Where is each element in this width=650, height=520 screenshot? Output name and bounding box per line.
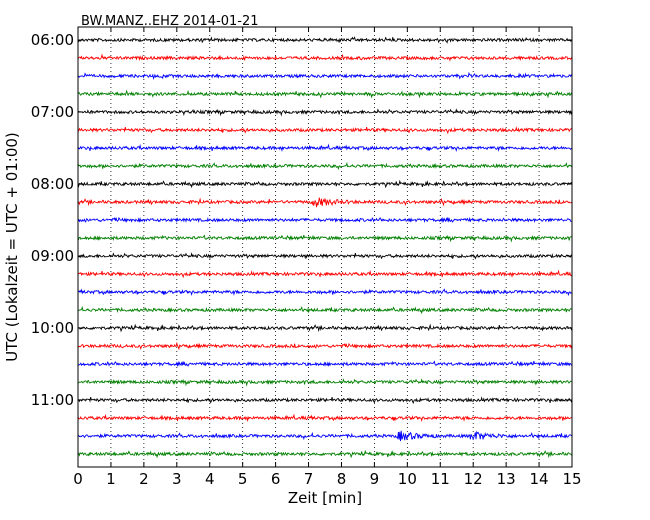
trace-0600 (77, 36, 573, 44)
trace-0800 (77, 179, 573, 189)
seismogram-traces (77, 36, 573, 459)
y-tick-label: 06:00 (31, 31, 74, 49)
x-tick-label: 6 (271, 470, 281, 488)
trace-0845 (77, 234, 573, 243)
x-tick-label: 1 (106, 470, 116, 488)
x-axis: 0 1 2 3 4 5 6 7 8 9 10 11 12 13 14 15 (73, 27, 582, 488)
trace-1000 (77, 323, 573, 333)
trace-1015 (77, 341, 573, 351)
trace-0700 (77, 108, 573, 117)
trace-0730 (77, 143, 573, 153)
x-tick-label: 11 (431, 470, 450, 488)
y-axis-title: UTC (Lokalzeit = UTC + 01:00) (3, 132, 21, 362)
trace-0830 (77, 216, 573, 224)
trace-0900 (77, 252, 573, 260)
x-tick-label: 13 (497, 470, 516, 488)
y-tick-label: 07:00 (31, 103, 74, 121)
x-tick-label: 9 (370, 470, 380, 488)
chart-title: BW.MANZ..EHZ 2014-01-21 (81, 14, 259, 29)
trace-1145 (77, 449, 573, 459)
trace-1030 (77, 360, 573, 368)
trace-0945 (77, 305, 573, 315)
y-tick-label: 09:00 (31, 247, 74, 265)
x-tick-label: 5 (238, 470, 248, 488)
x-axis-title: Zeit [min] (288, 489, 362, 507)
trace-0645 (77, 89, 573, 99)
x-tick-label: 2 (139, 470, 149, 488)
trace-0745 (77, 161, 573, 171)
x-tick-label: 7 (304, 470, 314, 488)
trace-0930 (77, 288, 573, 297)
grid-lines (110, 27, 540, 467)
x-tick-label: 8 (337, 470, 347, 488)
trace-1045 (77, 378, 573, 387)
trace-0630 (77, 71, 573, 81)
trace-0915 (77, 269, 573, 279)
x-tick-label: 15 (562, 470, 581, 488)
trace-0815 (77, 197, 573, 208)
x-tick-label: 3 (172, 470, 182, 488)
x-tick-label: 4 (205, 470, 215, 488)
trace-1115 (77, 413, 573, 423)
y-tick-label: 10:00 (31, 319, 74, 337)
trace-1100 (77, 396, 573, 405)
y-tick-label: 08:00 (31, 175, 74, 193)
plot-frame (77, 26, 573, 468)
x-tick-label: 0 (73, 470, 83, 488)
trace-0715 (77, 126, 573, 135)
y-tick-label: 11:00 (31, 391, 74, 409)
trace-1130 (77, 430, 573, 442)
x-tick-label: 14 (530, 470, 549, 488)
trace-0615 (77, 53, 573, 62)
y-axis: 06:00 07:00 08:00 09:00 10:00 11:00 (31, 31, 572, 409)
x-tick-label: 10 (398, 470, 417, 488)
x-tick-label: 12 (464, 470, 483, 488)
